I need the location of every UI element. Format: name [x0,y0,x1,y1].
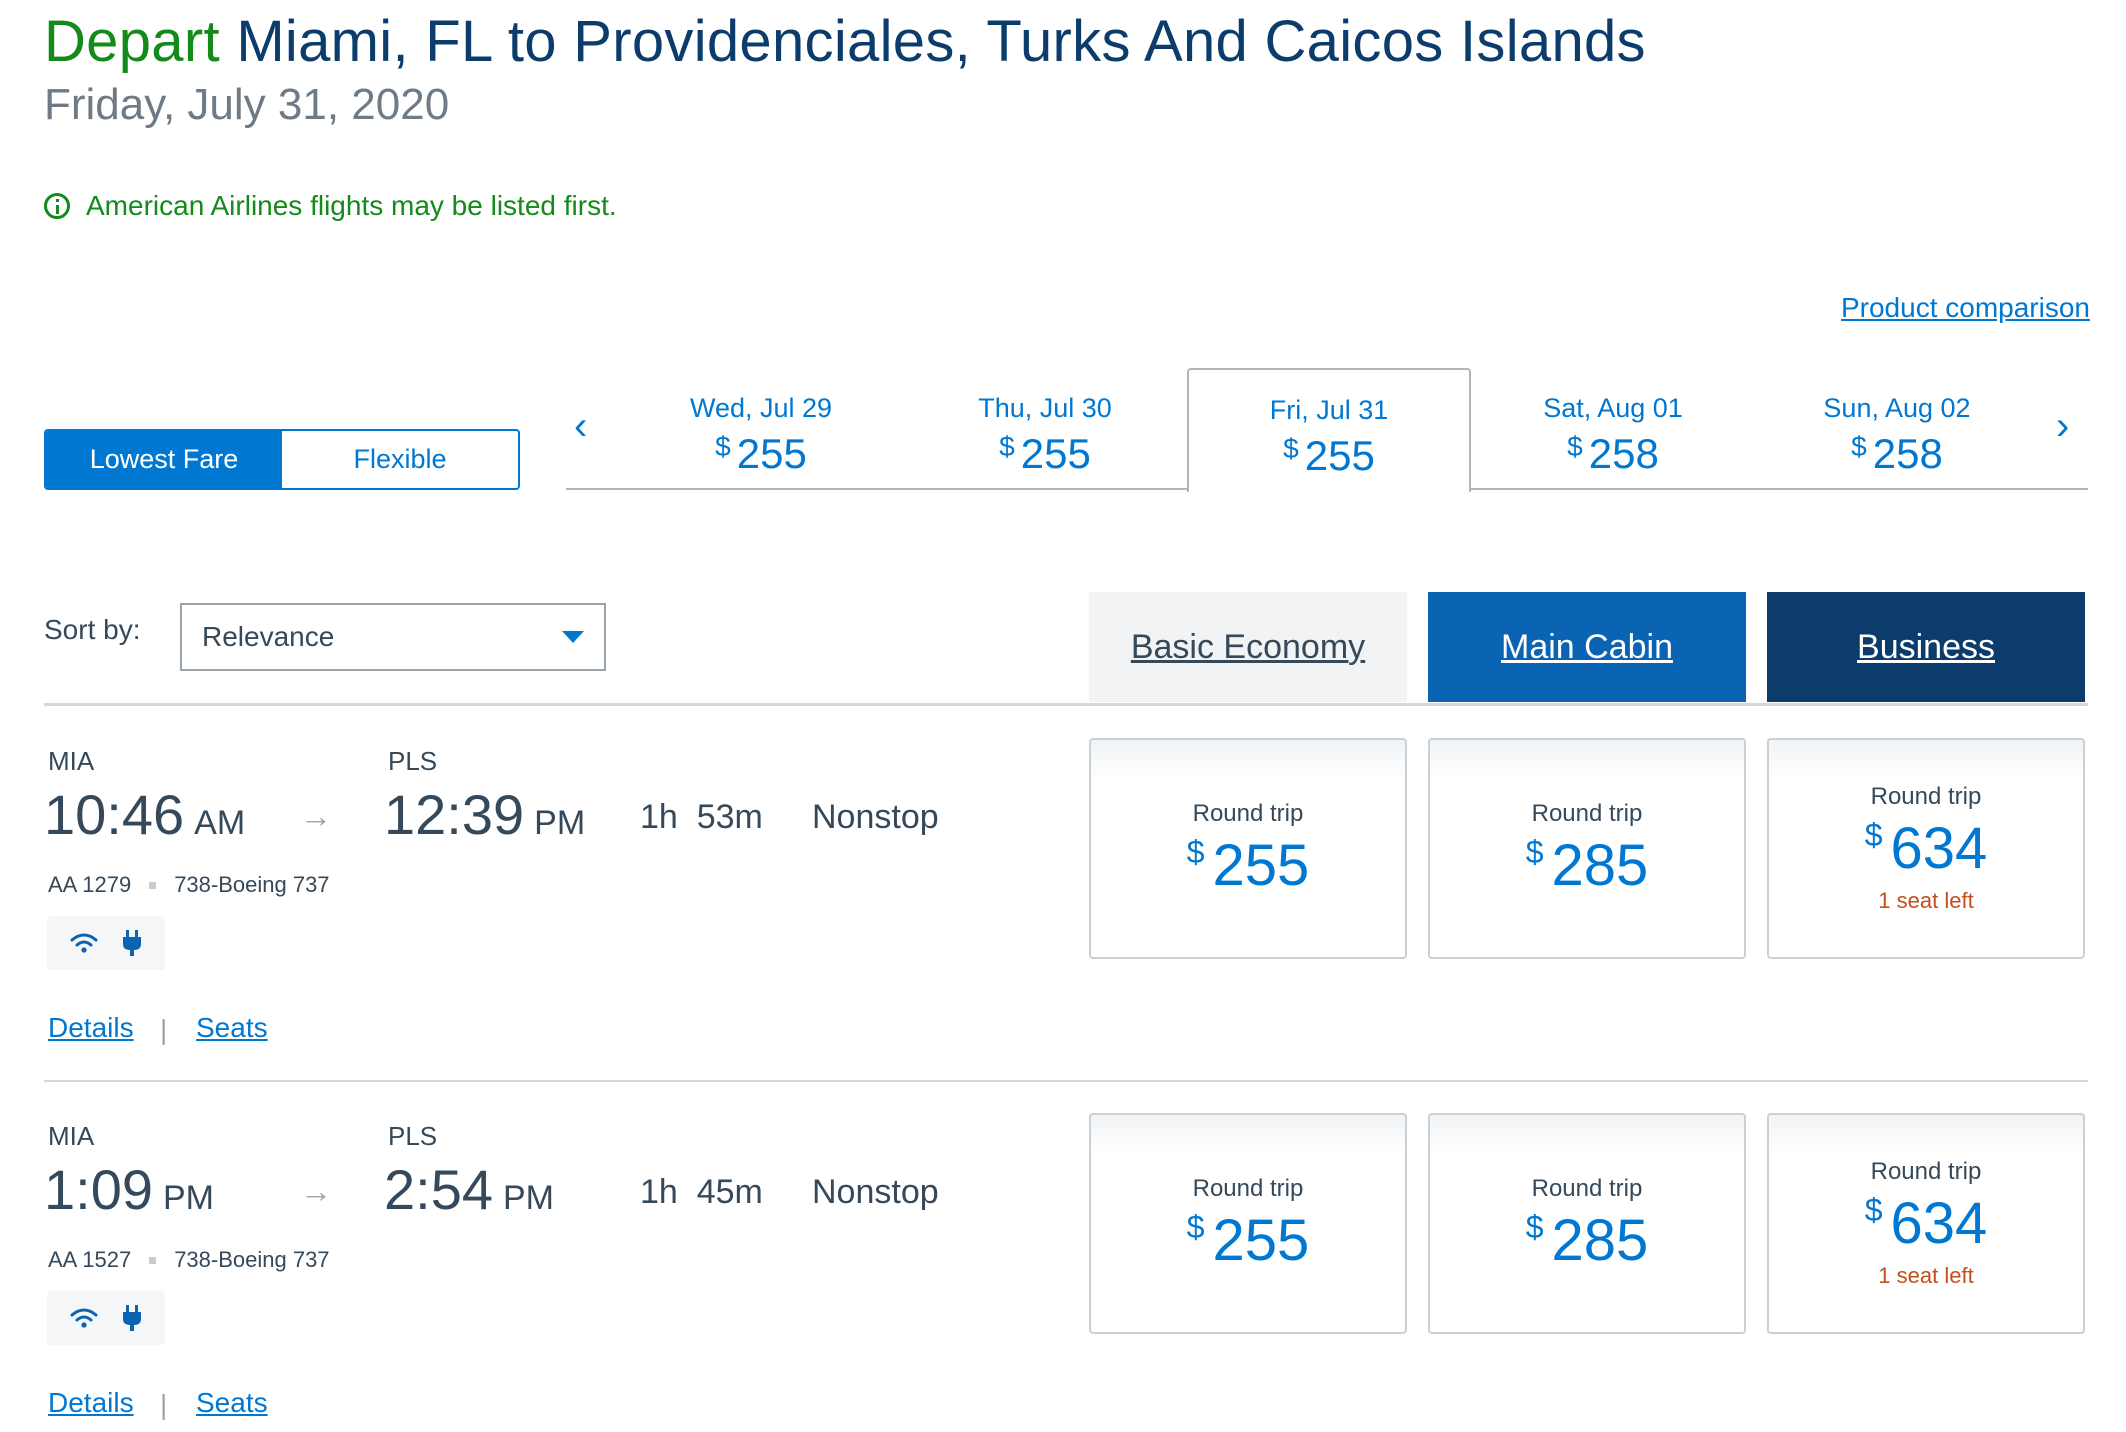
seats-left-badge: 1 seat left [1878,888,1974,913]
sort-label: Sort by: [44,614,141,645]
date-label: Fri, Jul 31 [1269,395,1389,425]
info-icon [44,193,70,219]
previous-dates-chevron-icon[interactable]: ‹ [574,404,588,448]
date-label: Sat, Aug 01 [1543,393,1683,423]
arrival-time: 2:54 PM [384,1158,554,1221]
cabin-header-basic-economy[interactable]: Basic Economy [1089,592,1407,702]
details-link[interactable]: Details [48,1012,134,1043]
fare-business[interactable]: Round trip $634 1 seat left [1767,738,2085,959]
sort-select[interactable]: Relevance [180,603,606,671]
aircraft-type: 738-Boeing 737 [174,1247,330,1272]
flight-info: AA 1527 738-Boeing 737 [48,1247,330,1273]
arrow-right-icon: → [300,1173,332,1209]
fare-basic-economy[interactable]: Round trip $255 [1089,738,1407,959]
flexible-button[interactable]: Flexible [282,431,518,488]
caret-down-icon [562,631,584,643]
link-separator: | [160,1014,168,1045]
listing-notice: American Airlines flights may be listed … [44,190,617,222]
departure-time: 1:09 PM [44,1158,214,1221]
row-divider [44,1080,2088,1082]
seats-link[interactable]: Seats [196,1387,268,1418]
fare-business[interactable]: Round trip $634 1 seat left [1767,1113,2085,1334]
cabin-header-business[interactable]: Business [1767,592,2085,702]
flight-duration: 1h 53m [640,798,763,836]
depart-label: Depart [44,9,220,74]
details-link[interactable]: Details [48,1387,134,1418]
date-label: Sun, Aug 02 [1823,393,1971,423]
results-header-divider [44,703,2088,706]
destination-code: PLS [388,1121,438,1151]
date-price: $255 [1283,432,1375,479]
date-tab-3[interactable]: Sat, Aug 01 $258 [1470,393,1756,478]
fare-main-cabin[interactable]: Round trip $285 [1428,738,1746,959]
fare-price: $255 [1186,833,1310,898]
seats-left-badge: 1 seat left [1878,1263,1974,1288]
link-separator: | [160,1389,168,1420]
date-tab-2[interactable]: Fri, Jul 31 $255 [1186,395,1472,480]
date-price: $255 [999,430,1091,477]
fare-price: $285 [1525,833,1649,898]
arrow-right-icon: → [300,798,332,834]
date-tab-1[interactable]: Thu, Jul 30 $255 [902,393,1188,478]
fare-price: $634 [1864,816,1988,881]
route-label: Miami, FL to Providenciales, Turks And C… [236,9,1646,74]
date-label: Thu, Jul 30 [978,393,1112,423]
fare-price: $634 [1864,1191,1988,1256]
date-price: $258 [1567,430,1659,477]
power-plug-icon [123,930,141,956]
fare-type-toggle: Lowest Fare Flexible [44,429,520,490]
date-tab-4[interactable]: Sun, Aug 02 $258 [1754,393,2040,478]
power-plug-icon [123,1305,141,1331]
amenities [47,916,165,970]
page-title: Depart Miami, FL to Providenciales, Turk… [44,8,1646,75]
aircraft-type: 738-Boeing 737 [174,872,330,897]
next-dates-chevron-icon[interactable]: › [2056,404,2070,448]
stops-label: Nonstop [812,1173,939,1211]
flight-number: AA 1527 [48,1247,132,1272]
travel-date: Friday, July 31, 2020 [44,80,450,129]
flight-number: AA 1279 [48,872,132,897]
stops-label: Nonstop [812,798,939,836]
origin-code: MIA [48,1121,95,1151]
flight-duration: 1h 45m [640,1173,763,1211]
notice-text: American Airlines flights may be listed … [86,190,617,221]
sort-value: Relevance [202,621,335,652]
wifi-icon [70,933,98,953]
flight-info: AA 1279 738-Boeing 737 [48,872,330,898]
destination-code: PLS [388,746,438,776]
date-tab-0[interactable]: Wed, Jul 29 $255 [618,393,904,478]
date-price: $255 [715,430,807,477]
departure-time: 10:46 AM [44,783,246,846]
amenities [47,1291,165,1345]
fare-basic-economy[interactable]: Round trip $255 [1089,1113,1407,1334]
arrival-time: 12:39 PM [384,783,586,846]
flight-row: MIA 1:09 PM → PLS 2:54 PM 1h 45m Nonstop A… [0,1081,2126,1432]
seats-link[interactable]: Seats [196,1012,268,1043]
date-label: Wed, Jul 29 [689,393,833,423]
cabin-header-main-cabin[interactable]: Main Cabin [1428,592,1746,702]
wifi-icon [70,1308,98,1328]
fare-price: $285 [1525,1208,1649,1273]
selected-date-tab [1187,368,1471,492]
fare-main-cabin[interactable]: Round trip $285 [1428,1113,1746,1334]
flight-row: MIA 10:46 AM → PLS 12:39 PM 1h 53m Nonstop… [0,706,2126,1081]
fare-price: $255 [1186,1208,1310,1273]
product-comparison-link[interactable]: Product comparison [1840,292,2090,323]
date-price: $258 [1851,430,1943,477]
lowest-fare-button[interactable]: Lowest Fare [46,431,282,488]
origin-code: MIA [48,746,95,776]
